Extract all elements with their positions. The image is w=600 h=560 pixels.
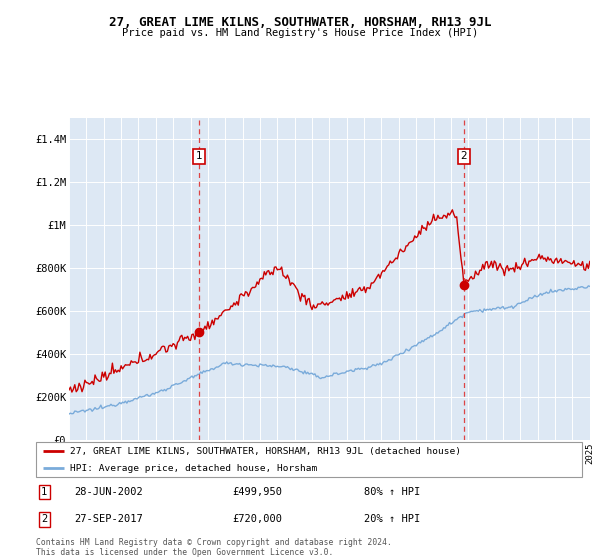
Text: 28-JUN-2002: 28-JUN-2002	[74, 487, 143, 497]
Text: HPI: Average price, detached house, Horsham: HPI: Average price, detached house, Hors…	[70, 464, 317, 473]
Text: 2: 2	[461, 151, 467, 161]
Text: 27-SEP-2017: 27-SEP-2017	[74, 515, 143, 524]
Text: 27, GREAT LIME KILNS, SOUTHWATER, HORSHAM, RH13 9JL (detached house): 27, GREAT LIME KILNS, SOUTHWATER, HORSHA…	[70, 447, 461, 456]
Text: Price paid vs. HM Land Registry's House Price Index (HPI): Price paid vs. HM Land Registry's House …	[122, 28, 478, 38]
Text: Contains HM Land Registry data © Crown copyright and database right 2024.
This d: Contains HM Land Registry data © Crown c…	[36, 538, 392, 557]
Text: 27, GREAT LIME KILNS, SOUTHWATER, HORSHAM, RH13 9JL: 27, GREAT LIME KILNS, SOUTHWATER, HORSHA…	[109, 16, 491, 29]
Text: £720,000: £720,000	[233, 515, 283, 524]
Text: 1: 1	[196, 151, 203, 161]
Text: £499,950: £499,950	[233, 487, 283, 497]
Text: 1: 1	[41, 487, 47, 497]
Text: 20% ↑ HPI: 20% ↑ HPI	[364, 515, 420, 524]
Text: 80% ↑ HPI: 80% ↑ HPI	[364, 487, 420, 497]
Text: 2: 2	[41, 515, 47, 524]
